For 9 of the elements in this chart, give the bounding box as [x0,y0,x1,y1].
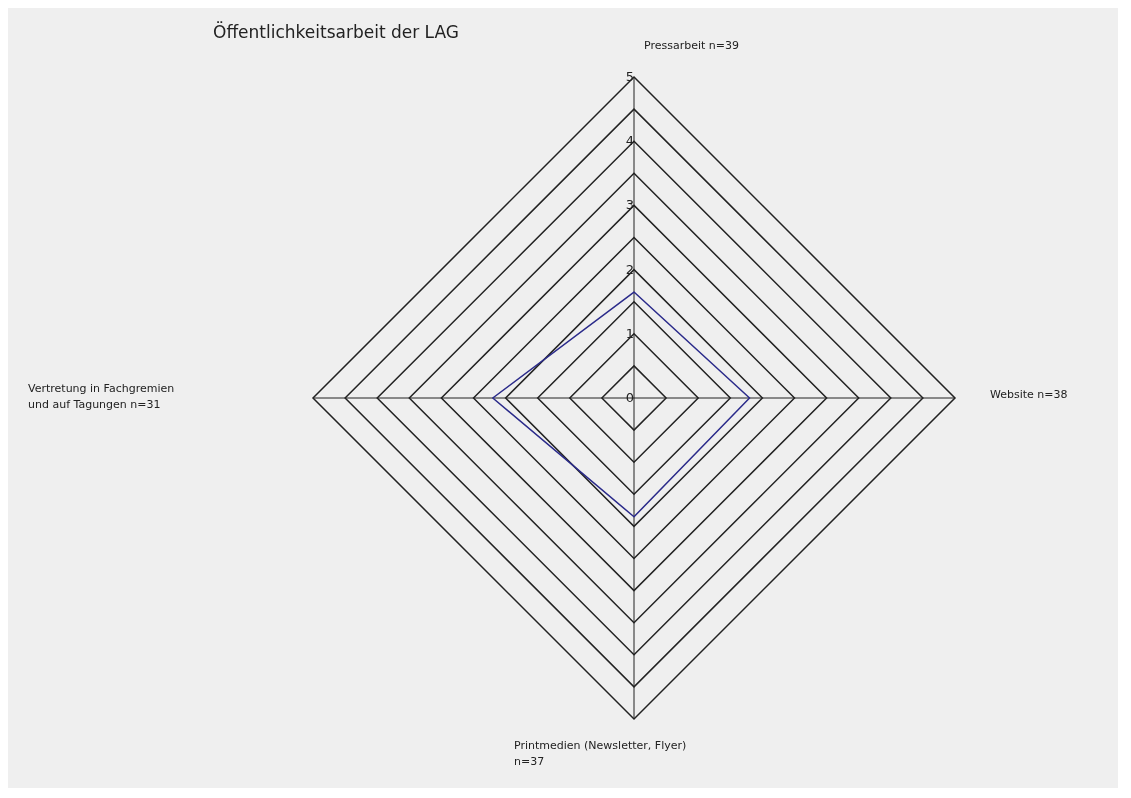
chart-title: Öffentlichkeitsarbeit der LAG [213,21,459,42]
spoke-label: Vertretung in Fachgremien und auf Tagungen n=31 [28,382,175,411]
spoke-label: Website n=38 [990,388,1068,401]
y-tick-label: 1 [625,325,635,341]
spoke-label: Pressarbeit n=39 [644,39,740,52]
spoke-label: Printmedien (Newsletter, Flyer) n=37 [514,739,687,768]
y-tick-label: 3 [625,197,635,213]
y-tick-label: 2 [625,261,635,277]
y-tick-label: 0 [625,390,635,405]
